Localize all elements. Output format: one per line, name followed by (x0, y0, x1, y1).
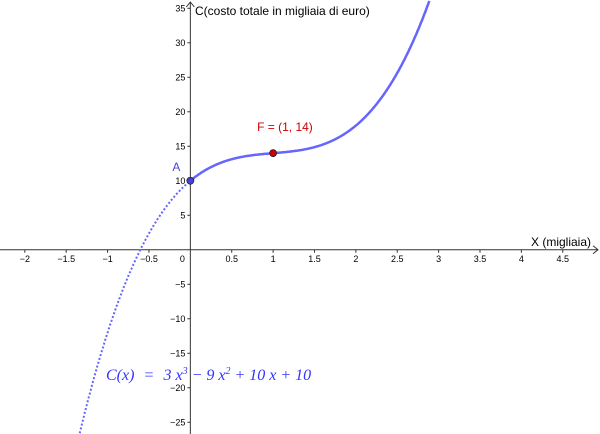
point-label-A: A (172, 160, 180, 174)
formula-exp1: 3 (182, 366, 188, 377)
x-tick-label: 0 (180, 254, 185, 264)
x-tick-label: −1 (102, 254, 112, 264)
formula-term2: − 9 x (187, 367, 226, 384)
formula-exp2: 2 (225, 366, 231, 377)
point-label-F: F = (1, 14) (257, 120, 313, 134)
x-tick-label: 4.5 (557, 254, 570, 264)
y-tick-label: 30 (175, 38, 185, 48)
y-tick-label: −25 (170, 417, 185, 427)
y-tick-label: 25 (175, 72, 185, 82)
x-axis-label: X (migliaia) (531, 235, 591, 249)
y-tick-label: −5 (175, 279, 185, 289)
x-tick-label: 2.5 (391, 254, 404, 264)
y-tick-label: −15 (170, 348, 185, 358)
function-formula: C(x) = 3 x3 − 9 x2 + 10 x + 10 (106, 366, 312, 386)
x-tick-label: 3 (436, 254, 441, 264)
formula-term3: + 10 x + 10 (230, 367, 312, 384)
y-tick-label: 5 (180, 210, 185, 220)
y-tick-label: 10 (175, 176, 185, 186)
formula-eq: = (144, 367, 154, 384)
point-A (186, 176, 195, 185)
point-F (269, 149, 278, 158)
dotted-curve (78, 180, 192, 434)
y-tick-label: 15 (175, 141, 185, 151)
x-axis-arrow-icon (592, 245, 599, 255)
x-tick-label: −0.5 (140, 254, 158, 264)
y-tick-label: 20 (175, 107, 185, 117)
formula-lhs: C(x) (106, 367, 135, 384)
x-tick-label: −2 (20, 254, 30, 264)
x-tick-label: 1 (271, 254, 276, 264)
solid-curve (189, 0, 431, 182)
x-tick-label: −1.5 (57, 254, 75, 264)
y-tick-label: 35 (175, 3, 185, 13)
y-axis-label: C(costo totale in migliaia di euro) (195, 4, 370, 18)
y-axis-arrow-icon (185, 1, 195, 8)
x-tick-label: 4 (519, 254, 524, 264)
y-tick-label: −20 (170, 383, 185, 393)
y-tick-label: −10 (170, 314, 185, 324)
formula-term1: 3 x (163, 367, 183, 384)
x-tick-label: 2 (353, 254, 358, 264)
x-tick-label: 3.5 (474, 254, 487, 264)
x-tick-label: 0.5 (225, 254, 238, 264)
x-tick-label: 1.5 (308, 254, 321, 264)
